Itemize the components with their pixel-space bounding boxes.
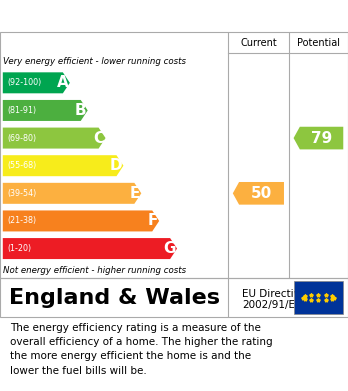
- Text: Energy Efficiency Rating: Energy Efficiency Rating: [10, 7, 239, 25]
- FancyArrow shape: [3, 100, 88, 121]
- Text: 50: 50: [251, 186, 272, 201]
- Text: EU Directive: EU Directive: [242, 289, 306, 300]
- FancyArrow shape: [294, 127, 343, 149]
- Text: (92-100): (92-100): [7, 78, 41, 87]
- Text: 79: 79: [310, 131, 332, 145]
- Text: D: D: [109, 158, 122, 173]
- FancyArrow shape: [233, 182, 284, 204]
- Text: England & Wales: England & Wales: [9, 287, 220, 308]
- FancyArrow shape: [3, 155, 124, 176]
- Text: Very energy efficient - lower running costs: Very energy efficient - lower running co…: [3, 57, 187, 66]
- Text: Not energy efficient - higher running costs: Not energy efficient - higher running co…: [3, 266, 187, 275]
- FancyArrow shape: [3, 210, 159, 231]
- Text: The energy efficiency rating is a measure of the
overall efficiency of a home. T: The energy efficiency rating is a measur…: [10, 323, 273, 376]
- Text: (55-68): (55-68): [7, 161, 36, 170]
- FancyArrow shape: [3, 238, 177, 259]
- Text: B: B: [75, 103, 86, 118]
- Text: G: G: [163, 241, 176, 256]
- Text: 2002/91/EC: 2002/91/EC: [242, 300, 302, 310]
- Text: A: A: [57, 75, 69, 90]
- Text: (1-20): (1-20): [7, 244, 31, 253]
- Text: C: C: [93, 131, 104, 145]
- Text: (39-54): (39-54): [7, 189, 36, 198]
- FancyArrow shape: [3, 127, 105, 149]
- Text: Potential: Potential: [297, 38, 340, 48]
- FancyArrow shape: [3, 183, 141, 204]
- Text: Current: Current: [240, 38, 277, 48]
- Text: E: E: [129, 186, 140, 201]
- Text: F: F: [148, 213, 158, 228]
- Bar: [294, 282, 343, 314]
- FancyArrow shape: [3, 72, 70, 93]
- Text: (69-80): (69-80): [7, 134, 36, 143]
- Text: (21-38): (21-38): [7, 217, 36, 226]
- Text: (81-91): (81-91): [7, 106, 36, 115]
